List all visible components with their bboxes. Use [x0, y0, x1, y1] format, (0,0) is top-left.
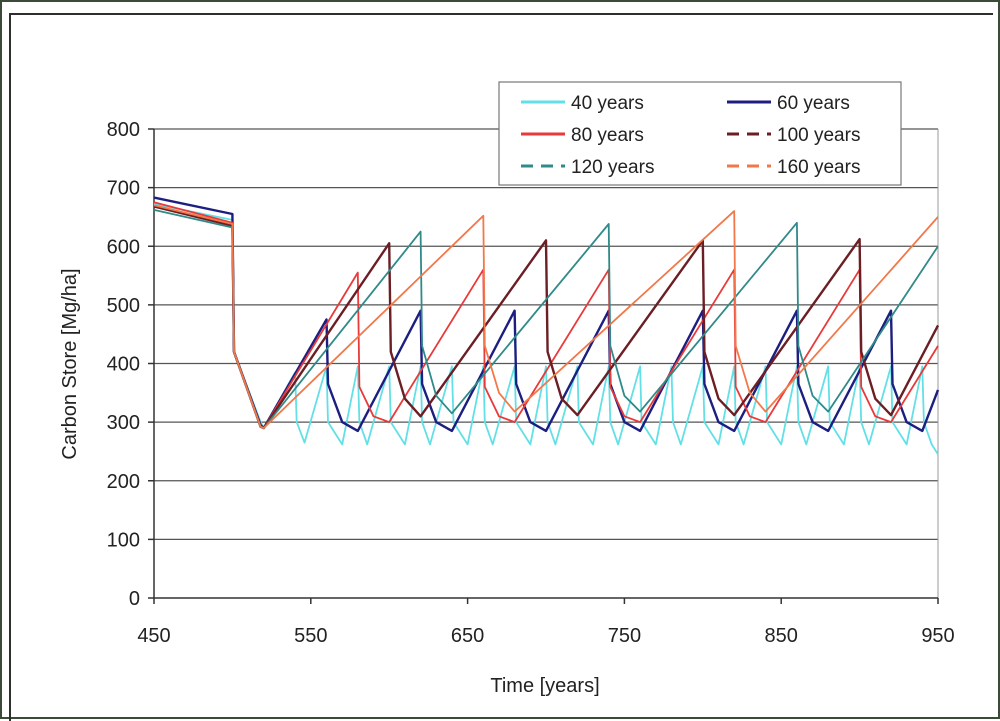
series-line-60-years	[153, 196, 940, 433]
y-tick-label-300: 300	[107, 412, 140, 434]
legend-label-100-years: 100 years	[777, 125, 860, 146]
series-line-40-years	[153, 203, 939, 455]
x-tick-label-850: 850	[765, 625, 798, 647]
x-tick-label-550: 550	[294, 625, 327, 647]
gridlines	[154, 128, 939, 598]
y-tick-label-600: 600	[107, 236, 140, 258]
y-tick-label-200: 200	[107, 471, 140, 493]
inner-frame	[9, 13, 993, 721]
x-tick-label-950: 950	[921, 625, 954, 647]
y-axis-label: Carbon Store [Mg/ha]	[59, 268, 81, 459]
legend-label-120-years: 120 years	[571, 157, 654, 178]
legend-label-160-years: 160 years	[777, 157, 860, 178]
x-tick-label-650: 650	[451, 625, 484, 647]
axes	[148, 128, 939, 604]
legend-label-40-years: 40 years	[571, 93, 644, 114]
y-tick-label-100: 100	[107, 529, 140, 551]
x-tick-label-750: 750	[608, 625, 641, 647]
x-axis-label: Time [years]	[490, 675, 599, 697]
tick-labels: 0 100 200 300 400 500 600 700 800 450 550 650 750 850…	[107, 119, 955, 647]
legend-box	[498, 81, 902, 186]
y-tick-label-400: 400	[107, 354, 140, 376]
series-lines	[153, 196, 940, 455]
y-tick-label-0: 0	[129, 588, 140, 610]
series-line-160-years	[153, 204, 939, 429]
y-tick-label-700: 700	[107, 178, 140, 200]
legend: 40 years 60 years 80 years 100 years 120 yea…	[498, 81, 902, 186]
y-tick-label-800: 800	[107, 119, 140, 141]
legend-label-80-years: 80 years	[571, 125, 644, 146]
x-tick-label-450: 450	[137, 625, 170, 647]
legend-label-60-years: 60 years	[777, 93, 850, 114]
y-tick-label-500: 500	[107, 295, 140, 317]
series-line-80-years	[153, 201, 939, 429]
